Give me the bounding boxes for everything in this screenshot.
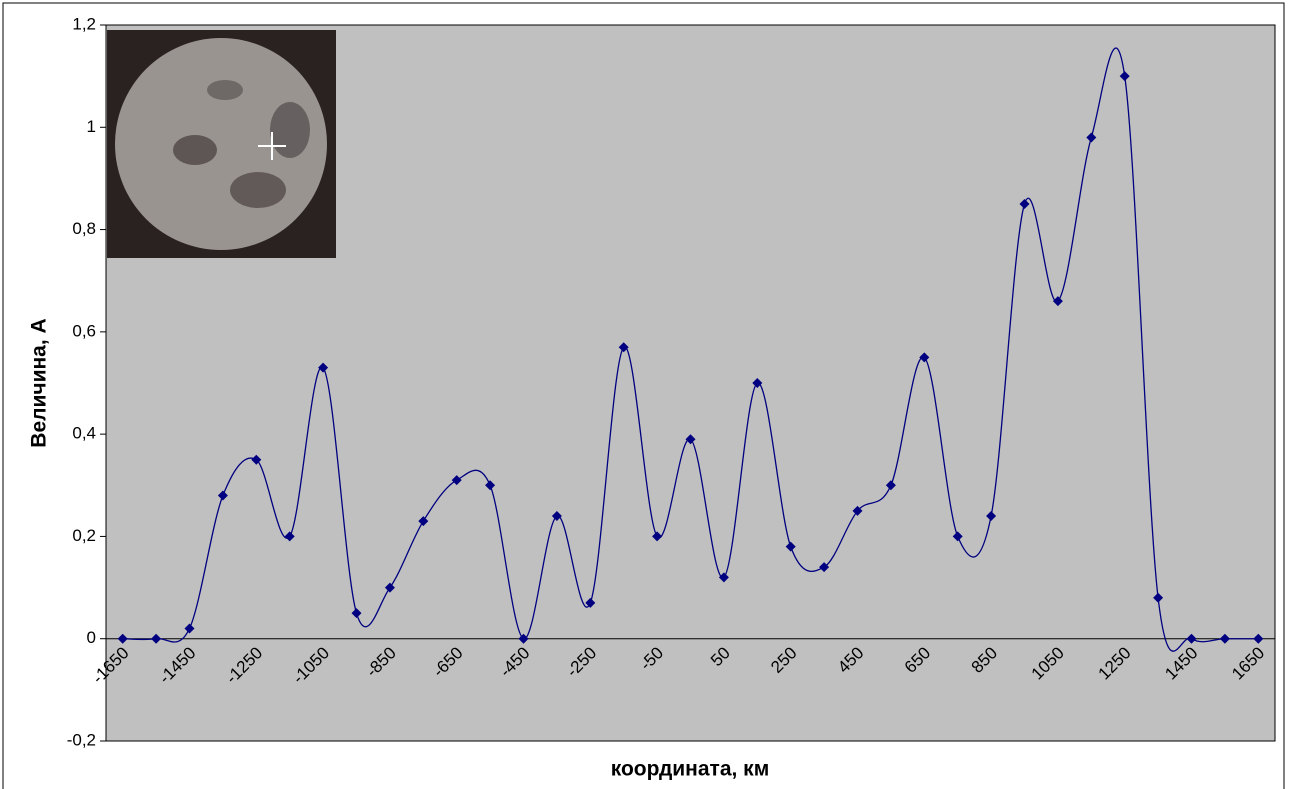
data-marker: [585, 597, 596, 608]
data-marker: [752, 378, 763, 388]
data-marker: [1153, 592, 1164, 603]
data-marker: [1052, 296, 1063, 307]
data-marker: [351, 608, 362, 619]
series-line: [122, 47, 1259, 652]
data-marker: [852, 505, 863, 516]
data-marker: [685, 434, 696, 445]
data-marker: [785, 541, 796, 552]
y-tick-label: 0,6: [72, 321, 96, 340]
data-marker: [217, 490, 228, 501]
y-tick-label: 1,2: [72, 14, 96, 33]
data-marker: [318, 362, 329, 373]
data-marker: [451, 475, 462, 486]
y-tick-label: 0,8: [72, 219, 96, 238]
data-marker: [885, 480, 896, 491]
data-marker: [819, 562, 830, 573]
data-marker: [952, 531, 963, 542]
data-marker: [718, 572, 729, 583]
data-marker: [117, 633, 128, 644]
y-tick-label: 0,4: [72, 424, 96, 443]
y-axis-title: Величина, А: [28, 318, 51, 447]
data-marker: [251, 454, 262, 465]
data-marker: [1253, 633, 1264, 644]
data-marker: [284, 531, 295, 542]
data-marker: [618, 342, 629, 353]
data-marker: [184, 623, 195, 634]
data-marker: [151, 633, 162, 644]
data-marker: [652, 531, 663, 542]
y-tick-label: 1: [87, 117, 96, 136]
data-marker: [1186, 633, 1197, 644]
x-axis-title: координата, км: [611, 758, 769, 781]
data-marker: [1119, 71, 1130, 82]
data-marker: [518, 633, 529, 644]
y-tick-label: 0,2: [72, 526, 96, 545]
data-marker: [986, 510, 997, 521]
y-tick-label: -0,2: [67, 730, 96, 749]
data-marker: [1219, 633, 1230, 644]
moon-photo: [107, 30, 336, 258]
data-marker: [384, 582, 395, 593]
data-marker: [485, 480, 496, 491]
data-marker: [1086, 132, 1097, 143]
data-marker: [1019, 199, 1030, 209]
data-marker: [418, 516, 429, 527]
data-marker: [551, 510, 562, 521]
data-marker: [919, 352, 930, 363]
y-tick-label: 0: [87, 628, 96, 647]
